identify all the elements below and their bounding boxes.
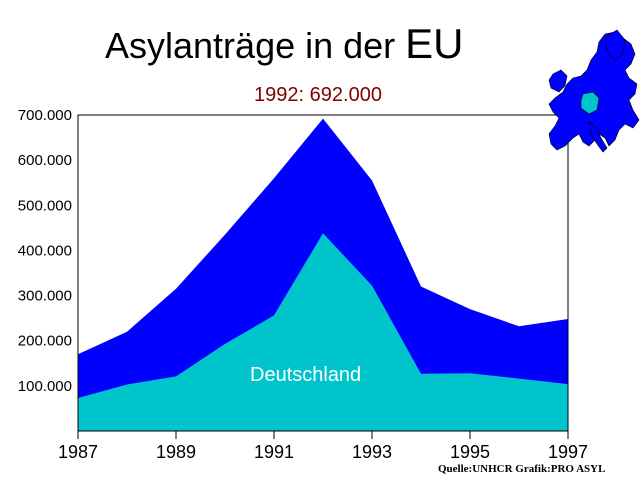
x-tick-label: 1991 (254, 442, 294, 462)
map-scandinavia (604, 29, 626, 61)
chart-subtitle: 1992: 692.000 (254, 84, 382, 106)
europe-map-icon (548, 29, 640, 153)
x-tick-label: 1993 (352, 442, 392, 462)
x-tick-label: 1997 (548, 442, 588, 462)
y-tick-label: 500.000 (18, 197, 72, 214)
chart-title: Asylanträge in der EU (105, 20, 464, 67)
y-tick-label: 200.000 (18, 333, 72, 350)
area-series-1 (78, 233, 568, 431)
y-tick-label: 700.000 (18, 107, 72, 124)
label-deutschland: Deutschland (250, 364, 361, 386)
y-tick-label: 300.000 (18, 288, 72, 305)
x-tick-label: 1987 (58, 442, 98, 462)
x-tick-label: 1995 (450, 442, 490, 462)
map-italy (588, 121, 608, 153)
area-layers (78, 118, 568, 431)
chart-title-eu: EU (405, 20, 463, 67)
y-tick-label: 100.000 (18, 378, 72, 395)
source-note: Quelle:UNHCR Grafik:PRO ASYL (438, 463, 605, 475)
x-axis: 1987 1989 1991 1993 1995 1997 (58, 431, 588, 462)
plot-frame (77, 114, 569, 432)
y-tick-label: 600.000 (18, 152, 72, 169)
y-axis: 100.000 200.000 300.000 400.000 500.000 600.0… (18, 107, 72, 395)
map-germany (580, 91, 600, 115)
map-land (548, 31, 640, 151)
y-tick-label: 400.000 (18, 242, 72, 259)
x-tick-label: 1989 (156, 442, 196, 462)
map-britain (548, 69, 568, 93)
